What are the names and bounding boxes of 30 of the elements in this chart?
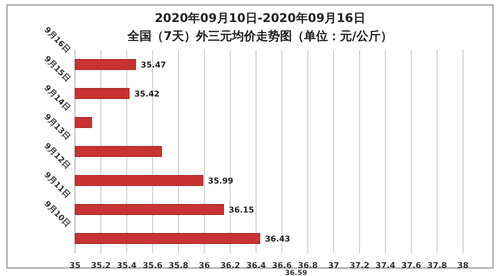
data-label: 35.42	[134, 90, 160, 98]
x-tick-label: 37.4	[376, 261, 396, 270]
x-tick-label: 35.2	[90, 261, 111, 270]
data-label: 36.43	[264, 234, 290, 244]
y-tick-label: 9月13日	[42, 112, 72, 142]
x-tick-label: 37.6	[401, 261, 422, 270]
x-tick-label: 36.6	[272, 261, 292, 270]
x-tick-label: 35.8	[168, 261, 189, 270]
chart-subtitle: 全国（7天）外三元均价走势图（单位：元/公斤）	[126, 29, 392, 43]
x-tick-label: 37.2	[350, 261, 370, 270]
data-label: 35.47	[140, 60, 166, 70]
y-tick-label: 9月15日	[42, 54, 72, 84]
y-tick-label: 9月16日	[42, 25, 72, 55]
x-tick-label: 35	[69, 261, 81, 270]
x-tick-label: 35.4	[116, 261, 138, 270]
x-tick-label: 36.8	[298, 261, 318, 270]
x-tick-label: 37	[328, 261, 340, 270]
y-tick-label: 9月10日	[42, 199, 72, 229]
x-tick-label: 37.8	[427, 261, 448, 270]
chart-title: 2020年09月10日-2020年09月16日	[154, 11, 366, 25]
data-label: 35.99	[208, 176, 234, 186]
y-tick-label: 9月11日	[42, 170, 72, 200]
x-tick-label: 38	[457, 261, 469, 270]
y-tick-label: 9月14日	[42, 83, 72, 113]
x-tick-label: 36.2	[220, 261, 240, 270]
data-label: 36.15	[228, 206, 254, 214]
x-tick-label: 35.6	[142, 261, 163, 270]
y-tick-label: 9月12日	[42, 141, 72, 171]
x-tick-label: 36	[198, 261, 210, 270]
x-tick-label: 36.4	[246, 261, 266, 270]
